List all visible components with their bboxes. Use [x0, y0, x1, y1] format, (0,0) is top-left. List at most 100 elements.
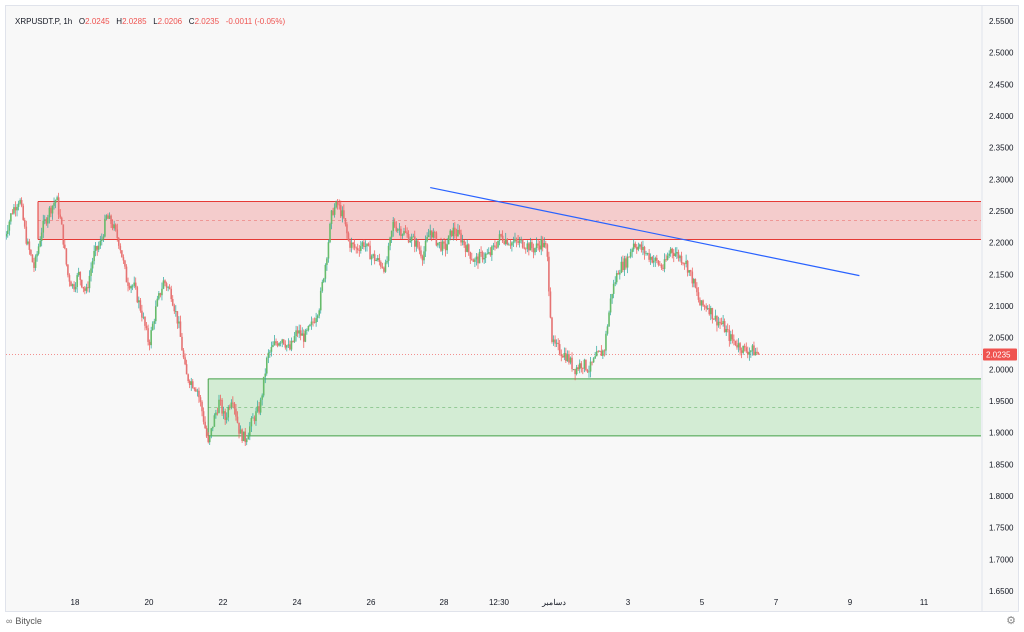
candle-body[interactable] [574, 369, 576, 375]
candle-body[interactable] [181, 336, 183, 351]
candle-body[interactable] [709, 308, 712, 315]
candle-body[interactable] [332, 210, 334, 215]
candle-body[interactable] [460, 233, 462, 243]
candle-body[interactable] [551, 317, 553, 342]
candle-body[interactable] [53, 203, 55, 206]
candle-body[interactable] [417, 240, 419, 248]
candle-body[interactable] [491, 246, 493, 256]
candle-body[interactable] [454, 227, 456, 234]
candle-body[interactable] [27, 241, 29, 244]
candle-body[interactable] [597, 351, 600, 353]
candle-body[interactable] [278, 343, 280, 346]
candle-body[interactable] [299, 330, 302, 336]
candle-body[interactable] [413, 236, 416, 247]
candle-body[interactable] [736, 345, 738, 348]
candle-body[interactable] [272, 345, 274, 347]
candle-body[interactable] [605, 333, 607, 351]
candle-body[interactable] [646, 253, 649, 255]
candle-body[interactable] [514, 238, 516, 242]
candle-body[interactable] [611, 293, 613, 299]
candle-body[interactable] [672, 252, 675, 256]
candle-body[interactable] [142, 316, 145, 318]
candle-body[interactable] [719, 321, 721, 323]
candle-body[interactable] [526, 243, 529, 249]
candle-body[interactable] [309, 324, 311, 327]
candle-body[interactable] [635, 247, 638, 250]
candle-body[interactable] [541, 239, 544, 248]
candle-body[interactable] [508, 244, 510, 246]
candle-body[interactable] [242, 431, 245, 441]
candle-body[interactable] [730, 334, 732, 341]
candle-body[interactable] [427, 235, 430, 238]
candle-body[interactable] [222, 411, 225, 414]
candle-body[interactable] [424, 240, 427, 252]
candle-body[interactable] [68, 275, 71, 282]
candle-body[interactable] [249, 426, 251, 436]
candle-body[interactable] [269, 351, 271, 353]
candle-body[interactable] [182, 350, 185, 358]
candle-body[interactable] [506, 239, 509, 245]
candle-body[interactable] [10, 213, 12, 222]
candle-body[interactable] [566, 354, 569, 362]
candle-body[interactable] [261, 395, 263, 400]
candle-body[interactable] [435, 232, 438, 246]
candle-body[interactable] [355, 247, 357, 249]
candle-body[interactable] [232, 402, 234, 404]
candle-body[interactable] [509, 244, 512, 246]
candle-body[interactable] [669, 248, 672, 254]
candle-body[interactable] [429, 230, 431, 236]
candle-body[interactable] [585, 359, 587, 371]
candle-body[interactable] [293, 336, 296, 342]
candle-body[interactable] [84, 288, 86, 291]
candle-body[interactable] [304, 330, 307, 342]
candle-body[interactable] [227, 407, 230, 418]
candle-body[interactable] [62, 224, 65, 245]
candle-body[interactable] [696, 287, 698, 293]
candle-body[interactable] [349, 240, 351, 248]
candle-body[interactable] [318, 310, 320, 316]
candle-body[interactable] [247, 435, 250, 440]
candle-body[interactable] [110, 215, 112, 224]
candle-body[interactable] [591, 361, 593, 363]
candle-body[interactable] [313, 322, 316, 323]
candle-body[interactable] [518, 240, 521, 244]
candle-body[interactable] [571, 357, 573, 370]
candle-body[interactable] [680, 255, 683, 263]
candle-body[interactable] [267, 352, 270, 358]
candle-body[interactable] [743, 345, 746, 348]
candle-body[interactable] [37, 246, 40, 254]
candle-body[interactable] [59, 214, 61, 218]
candle-body[interactable] [241, 429, 243, 441]
candle-body[interactable] [617, 273, 620, 275]
candle-body[interactable] [521, 239, 524, 248]
candle-body[interactable] [622, 261, 624, 271]
candle-body[interactable] [480, 251, 482, 253]
candle-body[interactable] [412, 236, 415, 238]
candle-body[interactable] [421, 256, 424, 261]
candle-body[interactable] [339, 205, 342, 217]
candle-body[interactable] [702, 300, 704, 306]
candle-body[interactable] [440, 242, 442, 251]
settings-gear-icon[interactable]: ⚙ [1006, 615, 1016, 627]
candle-body[interactable] [716, 315, 718, 326]
candle-body[interactable] [33, 262, 35, 268]
candle-body[interactable] [286, 345, 288, 348]
candle-body[interactable] [524, 248, 527, 250]
candle-body[interactable] [11, 213, 14, 215]
candle-body[interactable] [426, 237, 428, 241]
candle-body[interactable] [292, 340, 294, 342]
candle-body[interactable] [144, 316, 146, 326]
candle-body[interactable] [628, 256, 630, 258]
candle-body[interactable] [714, 315, 717, 320]
candle-body[interactable] [207, 436, 209, 443]
candle-body[interactable] [649, 256, 652, 260]
candle-body[interactable] [393, 221, 396, 227]
candle-body[interactable] [452, 227, 455, 237]
candle-body[interactable] [575, 367, 578, 375]
candle-body[interactable] [265, 357, 268, 374]
candle-body[interactable] [614, 282, 616, 284]
candle-body[interactable] [187, 374, 189, 382]
candle-body[interactable] [691, 271, 694, 284]
candle-body[interactable] [245, 439, 248, 443]
candle-body[interactable] [205, 428, 208, 437]
